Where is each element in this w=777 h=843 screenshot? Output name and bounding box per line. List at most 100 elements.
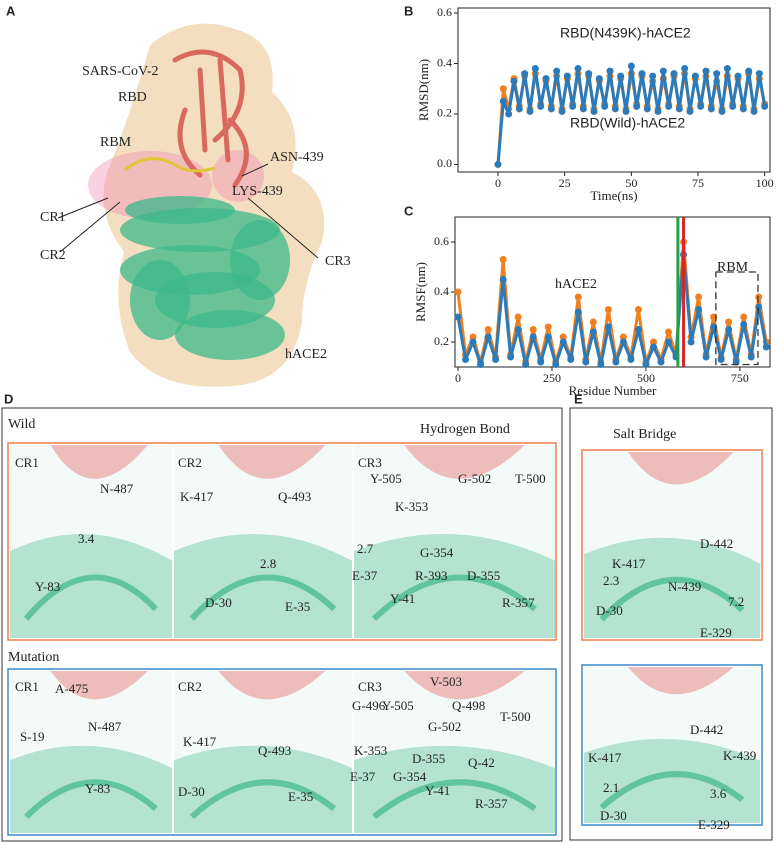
- ace2-cartoon: [354, 745, 555, 833]
- residue-label: D-442: [690, 722, 723, 737]
- panel-frame: [1, 407, 563, 842]
- residue-label: CR1: [15, 455, 39, 470]
- residue-label: G-496: [352, 698, 386, 713]
- residue-label: 3.4: [78, 531, 95, 546]
- residue-label: Q-42: [468, 755, 495, 770]
- point: [574, 293, 582, 301]
- group-title: Wild: [8, 417, 35, 432]
- point: [642, 361, 650, 368]
- residue-label: S-19: [20, 729, 45, 744]
- point: [547, 105, 555, 113]
- x-tick-label: 50: [625, 176, 637, 190]
- y-tick-label: 0.2: [434, 334, 449, 348]
- ace2-helices: [230, 220, 290, 300]
- x-axis-label: Time(ns): [590, 188, 637, 203]
- point: [494, 160, 502, 168]
- point: [649, 343, 657, 351]
- residue-label: V-503: [430, 674, 462, 689]
- rbm-loop: [124, 157, 216, 173]
- residue-label: Y-41: [390, 591, 415, 606]
- rbd-cartoon: [50, 445, 148, 479]
- point: [515, 105, 523, 113]
- point: [643, 105, 651, 113]
- mutation-frame: [581, 664, 763, 826]
- point: [462, 356, 470, 363]
- pointer: [57, 197, 109, 219]
- residue-label: D-30: [178, 784, 205, 799]
- point: [638, 70, 646, 78]
- point: [522, 361, 530, 368]
- point: [544, 323, 552, 331]
- point: [665, 102, 673, 110]
- panel-letter: C: [404, 203, 414, 218]
- point: [622, 107, 630, 115]
- point: [454, 288, 462, 296]
- structure-label: ASN-439: [270, 150, 324, 165]
- point: [499, 97, 507, 105]
- point: [537, 358, 545, 366]
- point: [589, 318, 597, 326]
- ace2-helix: [189, 574, 337, 621]
- panel-letter: E: [574, 391, 583, 406]
- residue-label: R-393: [415, 568, 448, 583]
- point: [702, 353, 710, 361]
- x-tick-label: 750: [731, 371, 749, 385]
- ace2-helices: [130, 260, 190, 340]
- point: [755, 303, 763, 311]
- point: [633, 102, 641, 110]
- point: [559, 338, 567, 346]
- point: [725, 326, 733, 333]
- group-title: Mutation: [8, 650, 59, 665]
- point: [739, 105, 747, 113]
- ace2-cartoon: [174, 533, 352, 638]
- point: [619, 333, 627, 341]
- residue-label: CR3: [358, 679, 382, 694]
- ace2-helices: [125, 196, 235, 224]
- point: [604, 306, 612, 313]
- ace2-helix: [189, 779, 337, 820]
- point: [567, 356, 575, 363]
- point: [590, 107, 598, 115]
- ace2-cartoon: [174, 745, 352, 833]
- residue-label: E-35: [285, 599, 310, 614]
- point: [649, 338, 657, 346]
- residue-label: D-30: [596, 603, 623, 618]
- annotation: RBM: [717, 260, 749, 275]
- point: [723, 65, 731, 73]
- residue-label: R-357: [502, 595, 535, 610]
- point: [707, 105, 715, 113]
- point: [713, 70, 721, 78]
- annotation: hACE2: [555, 277, 597, 292]
- residue-label: A-475: [55, 681, 88, 696]
- point: [695, 306, 703, 313]
- residue-label: E-329: [698, 817, 730, 832]
- residue-label: 7.2: [728, 594, 744, 609]
- y-tick-label: 0.6: [437, 5, 452, 19]
- point: [606, 67, 614, 75]
- point: [649, 72, 657, 80]
- point: [654, 107, 662, 115]
- point: [531, 65, 539, 73]
- point: [492, 356, 500, 363]
- point: [604, 323, 612, 331]
- point: [558, 107, 566, 115]
- point: [745, 67, 753, 75]
- point: [514, 326, 522, 333]
- residue-label: CR2: [178, 455, 202, 470]
- point: [585, 70, 593, 78]
- wild-frame: [7, 442, 557, 641]
- point: [718, 107, 726, 115]
- rbd-cartoon: [628, 452, 734, 485]
- group-title: Salt Bridge: [613, 427, 676, 442]
- residue-label: E-329: [700, 625, 732, 640]
- ace2-cartoon: [354, 533, 555, 638]
- residue-label: CR2: [178, 679, 202, 694]
- series-label: RBD(Wild)-hACE2: [570, 115, 685, 131]
- point: [469, 333, 477, 341]
- x-tick-label: 500: [637, 371, 655, 385]
- x-tick-label: 0: [495, 176, 501, 190]
- point: [537, 102, 545, 110]
- plot-frame: [457, 7, 771, 173]
